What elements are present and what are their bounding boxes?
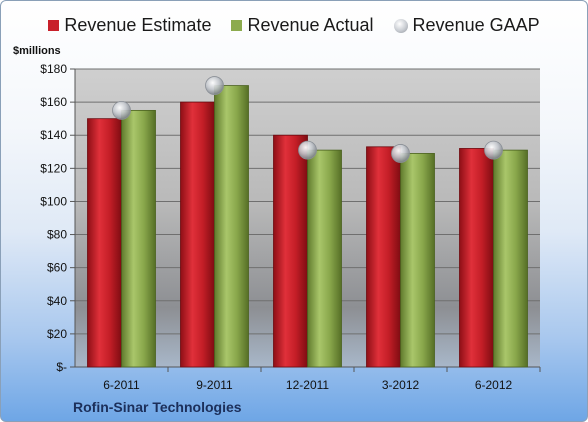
legend-swatch-actual [231,20,243,31]
y-tick-label: $60 [47,261,67,275]
x-tick-label: 3-2012 [382,378,420,392]
bar-revenue-estimate [366,146,401,368]
bar-revenue-estimate [273,134,308,368]
y-tick-label: $100 [40,194,67,208]
x-tick-label: 9-2011 [196,378,233,392]
legend-swatch-estimate [48,20,60,31]
marker-revenue-gaap [391,144,410,163]
y-tick-label: $160 [40,95,67,109]
bar-revenue-actual [121,109,156,368]
x-tick-label: 12-2011 [286,378,329,392]
y-axis-unit-label: $millions [13,45,61,57]
legend-label-estimate: Revenue Estimate [64,15,212,35]
x-tick-label: 6-2012 [475,378,513,392]
y-tick-label: $20 [47,327,67,341]
company-name: Rofin-Sinar Technologies [73,399,242,415]
x-tick-label: 6-2011 [103,378,140,392]
y-tick-label: $80 [47,228,67,242]
legend-label-actual: Revenue Actual [247,15,374,35]
y-tick-label: $120 [40,161,67,175]
y-tick-label: $180 [40,62,67,76]
bar-revenue-estimate [87,118,122,368]
bar-revenue-actual [214,85,249,368]
marker-revenue-gaap [205,76,224,95]
legend-item-gaap: Revenue GAAP [393,15,540,36]
legend-label-gaap: Revenue GAAP [412,15,540,35]
legend-item-actual: Revenue Actual [231,15,374,36]
y-tick-label: $140 [40,128,67,142]
bar-revenue-estimate [180,101,215,368]
bar-revenue-actual [307,149,342,368]
marker-revenue-gaap [112,100,131,120]
legend-item-estimate: Revenue Estimate [48,15,211,36]
marker-revenue-gaap [484,140,503,160]
legend: Revenue Estimate Revenue Actual Revenue … [1,15,587,36]
marker-revenue-gaap [298,140,317,160]
bar-revenue-actual [400,153,435,368]
legend-swatch-gaap [393,18,408,33]
bar-revenue-actual [493,149,528,368]
y-tick-label: $40 [47,294,67,308]
y-tick-label: $- [56,360,67,374]
bar-revenue-estimate [459,148,494,368]
